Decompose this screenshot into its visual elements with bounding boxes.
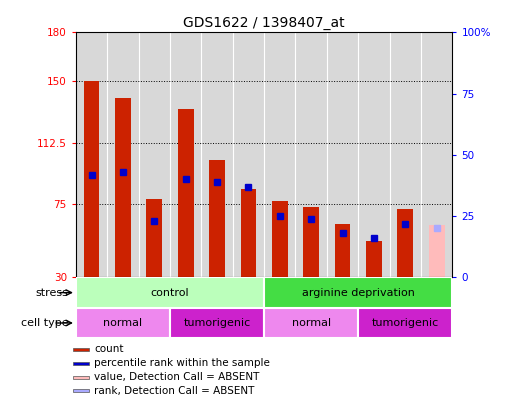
- Bar: [73, 389, 89, 392]
- Bar: [358, 308, 452, 338]
- Bar: [84, 81, 99, 277]
- Text: normal: normal: [104, 318, 142, 328]
- Bar: [209, 160, 225, 277]
- Bar: [397, 209, 413, 277]
- Bar: [76, 308, 170, 338]
- Bar: [272, 200, 288, 277]
- Bar: [264, 277, 452, 308]
- Text: tumorigenic: tumorigenic: [184, 318, 251, 328]
- Text: value, Detection Call = ABSENT: value, Detection Call = ABSENT: [94, 372, 259, 382]
- Bar: [73, 348, 89, 351]
- Bar: [76, 277, 264, 308]
- Text: arginine deprivation: arginine deprivation: [302, 288, 415, 298]
- Text: percentile rank within the sample: percentile rank within the sample: [94, 358, 270, 368]
- Bar: [366, 241, 382, 277]
- Bar: [170, 308, 264, 338]
- Bar: [429, 225, 445, 277]
- Bar: [335, 224, 350, 277]
- Bar: [73, 362, 89, 365]
- Bar: [178, 109, 194, 277]
- Bar: [146, 199, 162, 277]
- Bar: [264, 308, 358, 338]
- Text: stress: stress: [36, 288, 69, 298]
- Text: cell type: cell type: [21, 318, 69, 328]
- Title: GDS1622 / 1398407_at: GDS1622 / 1398407_at: [183, 16, 345, 30]
- Bar: [115, 98, 131, 277]
- Bar: [73, 375, 89, 379]
- Bar: [303, 207, 319, 277]
- Text: control: control: [151, 288, 189, 298]
- Bar: [241, 189, 256, 277]
- Text: tumorigenic: tumorigenic: [372, 318, 439, 328]
- Text: normal: normal: [292, 318, 331, 328]
- Text: rank, Detection Call = ABSENT: rank, Detection Call = ABSENT: [94, 386, 255, 396]
- Text: count: count: [94, 345, 123, 354]
